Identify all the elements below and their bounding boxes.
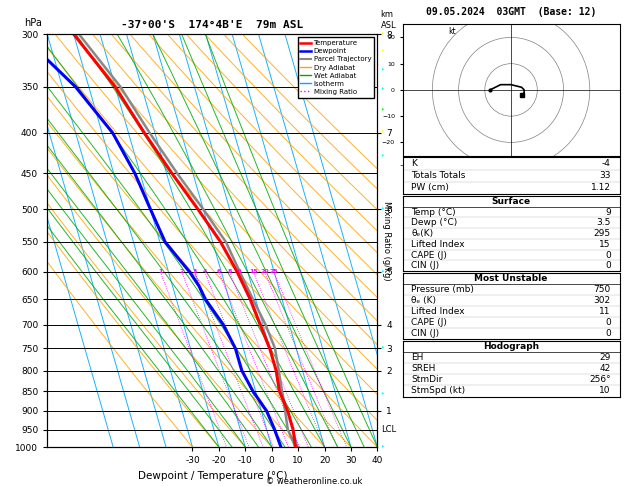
Text: 2: 2 <box>180 269 184 275</box>
Text: ‣: ‣ <box>381 130 385 136</box>
Text: 0: 0 <box>605 329 611 338</box>
Text: 1: 1 <box>159 269 162 275</box>
Text: 29: 29 <box>599 353 611 362</box>
Text: CAPE (J): CAPE (J) <box>411 318 447 327</box>
Text: 0: 0 <box>605 251 611 260</box>
Text: SREH: SREH <box>411 364 436 373</box>
Text: CAPE (J): CAPE (J) <box>411 251 447 260</box>
Text: 15: 15 <box>599 240 611 249</box>
Text: Dewp (°C): Dewp (°C) <box>411 218 457 227</box>
Text: Lifted Index: Lifted Index <box>411 240 465 249</box>
Text: -4: -4 <box>602 159 611 168</box>
Text: Totals Totals: Totals Totals <box>411 171 465 180</box>
Text: 302: 302 <box>594 296 611 305</box>
Text: CIN (J): CIN (J) <box>411 261 440 270</box>
Text: θₑ (K): θₑ (K) <box>411 296 437 305</box>
Text: Lifted Index: Lifted Index <box>411 307 465 316</box>
Text: ‣: ‣ <box>381 391 385 397</box>
Text: PW (cm): PW (cm) <box>411 183 449 192</box>
Text: K: K <box>411 159 417 168</box>
Text: 8: 8 <box>227 269 231 275</box>
Text: 750: 750 <box>594 285 611 294</box>
Text: StmSpd (kt): StmSpd (kt) <box>411 386 465 396</box>
Text: 0: 0 <box>605 261 611 270</box>
Text: Temp (°C): Temp (°C) <box>411 208 456 216</box>
Text: 11: 11 <box>599 307 611 316</box>
Text: ‣: ‣ <box>381 346 385 351</box>
Text: ‣: ‣ <box>381 269 385 275</box>
Text: 15: 15 <box>249 269 258 275</box>
Text: 0: 0 <box>605 318 611 327</box>
Legend: Temperature, Dewpoint, Parcel Trajectory, Dry Adiabat, Wet Adiabat, Isotherm, Mi: Temperature, Dewpoint, Parcel Trajectory… <box>298 37 374 98</box>
Text: LCL: LCL <box>381 425 396 434</box>
Text: Mixing Ratio (g/kg): Mixing Ratio (g/kg) <box>382 201 391 280</box>
Text: 4: 4 <box>203 269 207 275</box>
Text: Hodograph: Hodograph <box>483 342 539 351</box>
Text: km
ASL: km ASL <box>381 11 396 30</box>
Text: 09.05.2024  03GMT  (Base: 12): 09.05.2024 03GMT (Base: 12) <box>426 7 596 17</box>
Text: ‣: ‣ <box>381 87 385 93</box>
Text: 9: 9 <box>605 208 611 216</box>
Text: CIN (J): CIN (J) <box>411 329 440 338</box>
Text: Pressure (mb): Pressure (mb) <box>411 285 474 294</box>
Text: 3.5: 3.5 <box>596 218 611 227</box>
Text: Surface: Surface <box>491 197 531 206</box>
Text: 42: 42 <box>599 364 611 373</box>
Text: 3: 3 <box>193 269 198 275</box>
Text: 25: 25 <box>269 269 278 275</box>
Text: ‣: ‣ <box>381 107 385 114</box>
Text: EH: EH <box>411 353 423 362</box>
Text: ‣: ‣ <box>381 49 385 54</box>
Text: 20: 20 <box>260 269 269 275</box>
Text: hPa: hPa <box>24 18 42 28</box>
Text: 1.12: 1.12 <box>591 183 611 192</box>
Text: θₑ(K): θₑ(K) <box>411 229 433 238</box>
Text: ‣: ‣ <box>381 206 385 212</box>
Text: StmDir: StmDir <box>411 375 443 384</box>
Text: 10: 10 <box>599 386 611 396</box>
Text: © weatheronline.co.uk: © weatheronline.co.uk <box>266 477 363 486</box>
Text: 6: 6 <box>217 269 221 275</box>
Text: Most Unstable: Most Unstable <box>474 274 548 283</box>
X-axis label: Dewpoint / Temperature (°C): Dewpoint / Temperature (°C) <box>138 471 287 481</box>
Text: ‣: ‣ <box>381 31 385 37</box>
Text: ‣: ‣ <box>381 67 385 73</box>
Text: ‣: ‣ <box>381 444 385 450</box>
Text: 10: 10 <box>233 269 242 275</box>
Text: 295: 295 <box>594 229 611 238</box>
Title: -37°00'S  174°4B'E  79m ASL: -37°00'S 174°4B'E 79m ASL <box>121 20 303 31</box>
Text: 256°: 256° <box>589 375 611 384</box>
Text: 33: 33 <box>599 171 611 180</box>
Text: kt: kt <box>448 27 455 36</box>
Text: ‣: ‣ <box>381 154 385 159</box>
